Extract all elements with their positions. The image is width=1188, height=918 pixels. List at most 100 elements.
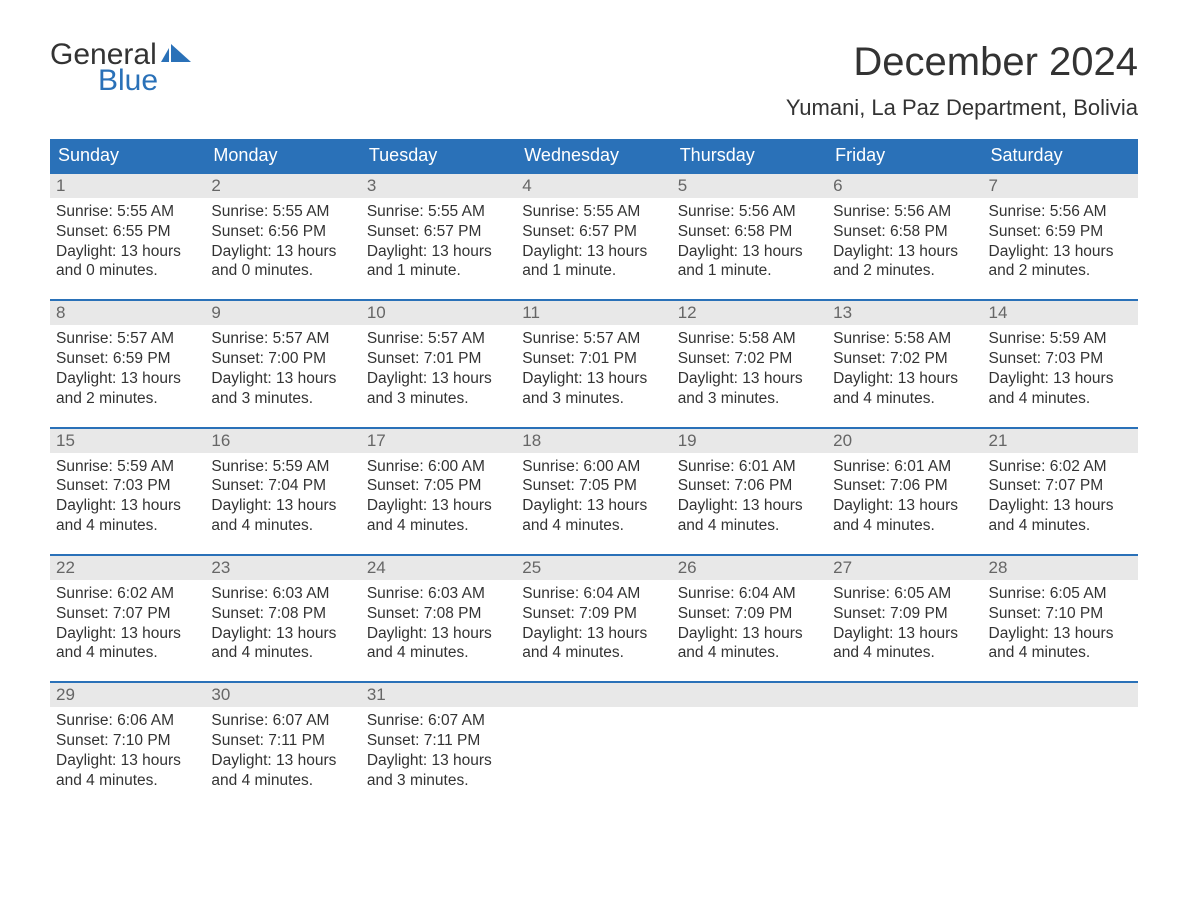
sunrise-line: Sunrise: 5:58 AM [678, 329, 821, 349]
day-number: 11 [516, 301, 671, 325]
sunrise-line: Sunrise: 5:56 AM [833, 202, 976, 222]
daylight-line: Daylight: 13 hours and 3 minutes. [678, 369, 821, 409]
sunrise-line: Sunrise: 5:57 AM [211, 329, 354, 349]
sunset-line: Sunset: 7:10 PM [56, 731, 199, 751]
sunrise-line: Sunrise: 6:06 AM [56, 711, 199, 731]
calendar-day: 23Sunrise: 6:03 AMSunset: 7:08 PMDayligh… [205, 556, 360, 663]
day-number: 13 [827, 301, 982, 325]
calendar-day: 21 Sunrise: 6:02 AMSunset: 7:07 PMDayligh… [983, 429, 1138, 536]
day-number: 10 [361, 301, 516, 325]
daylight-line: Daylight: 13 hours and 4 minutes. [989, 369, 1132, 409]
calendar-day: 2Sunrise: 5:55 AMSunset: 6:56 PMDaylight… [205, 174, 360, 281]
sunset-line: Sunset: 7:07 PM [56, 604, 199, 624]
weekday-header: Wednesday [516, 139, 671, 172]
sunset-line: Sunset: 7:08 PM [367, 604, 510, 624]
day-details: Sunrise: 6:01 AMSunset: 7:06 PMDaylight:… [672, 453, 827, 536]
calendar-day: 30Sunrise: 6:07 AMSunset: 7:11 PMDayligh… [205, 683, 360, 790]
day-number: 26 [672, 556, 827, 580]
day-number: 29 [50, 683, 205, 707]
sunset-line: Sunset: 7:02 PM [833, 349, 976, 369]
weekday-header: Thursday [672, 139, 827, 172]
day-number: 15 [50, 429, 205, 453]
sunrise-line: Sunrise: 6:07 AM [367, 711, 510, 731]
calendar-week: 8Sunrise: 5:57 AMSunset: 6:59 PMDaylight… [50, 299, 1138, 408]
sunset-line: Sunset: 7:11 PM [211, 731, 354, 751]
calendar-day: 20Sunrise: 6:01 AMSunset: 7:06 PMDayligh… [827, 429, 982, 536]
daylight-line: Daylight: 13 hours and 4 minutes. [211, 751, 354, 791]
sunset-line: Sunset: 7:04 PM [211, 476, 354, 496]
day-details: Sunrise: 5:59 AMSunset: 7:04 PMDaylight:… [205, 453, 360, 536]
day-number: 6 [827, 174, 982, 198]
sunset-line: Sunset: 6:56 PM [211, 222, 354, 242]
day-details: Sunrise: 5:55 AMSunset: 6:55 PMDaylight:… [50, 198, 205, 281]
sunrise-line: Sunrise: 5:55 AM [522, 202, 665, 222]
daylight-line: Daylight: 13 hours and 3 minutes. [211, 369, 354, 409]
day-details: Sunrise: 6:07 AMSunset: 7:11 PMDaylight:… [361, 707, 516, 790]
sunset-line: Sunset: 6:58 PM [678, 222, 821, 242]
calendar-day: 31Sunrise: 6:07 AMSunset: 7:11 PMDayligh… [361, 683, 516, 790]
sunrise-line: Sunrise: 6:05 AM [833, 584, 976, 604]
sunset-line: Sunset: 6:59 PM [56, 349, 199, 369]
sunrise-line: Sunrise: 6:05 AM [989, 584, 1132, 604]
sunrise-line: Sunrise: 6:02 AM [56, 584, 199, 604]
sunrise-line: Sunrise: 5:55 AM [211, 202, 354, 222]
sunrise-line: Sunrise: 6:04 AM [678, 584, 821, 604]
day-number: 22 [50, 556, 205, 580]
sunrise-line: Sunrise: 5:55 AM [56, 202, 199, 222]
calendar: SundayMondayTuesdayWednesdayThursdayFrid… [50, 139, 1138, 791]
day-number: 21 [983, 429, 1138, 453]
daylight-line: Daylight: 13 hours and 4 minutes. [56, 624, 199, 664]
daylight-line: Daylight: 13 hours and 2 minutes. [989, 242, 1132, 282]
sunrise-line: Sunrise: 5:56 AM [989, 202, 1132, 222]
day-details: Sunrise: 6:00 AMSunset: 7:05 PMDaylight:… [516, 453, 671, 536]
weekday-header: Monday [205, 139, 360, 172]
sunrise-line: Sunrise: 5:59 AM [56, 457, 199, 477]
day-number: 14 [983, 301, 1138, 325]
sunset-line: Sunset: 6:57 PM [522, 222, 665, 242]
sunrise-line: Sunrise: 5:55 AM [367, 202, 510, 222]
day-details: Sunrise: 5:56 AMSunset: 6:58 PMDaylight:… [672, 198, 827, 281]
calendar-day: 28Sunrise: 6:05 AMSunset: 7:10 PMDayligh… [983, 556, 1138, 663]
daylight-line: Daylight: 13 hours and 4 minutes. [211, 496, 354, 536]
calendar-day: 12Sunrise: 5:58 AMSunset: 7:02 PMDayligh… [672, 301, 827, 408]
day-details: Sunrise: 5:58 AMSunset: 7:02 PMDaylight:… [672, 325, 827, 408]
calendar-day: 26Sunrise: 6:04 AMSunset: 7:09 PMDayligh… [672, 556, 827, 663]
logo-text-blue: Blue [98, 66, 191, 96]
daylight-line: Daylight: 13 hours and 4 minutes. [989, 496, 1132, 536]
day-number: 18 [516, 429, 671, 453]
calendar-day: 25Sunrise: 6:04 AMSunset: 7:09 PMDayligh… [516, 556, 671, 663]
day-details: Sunrise: 6:04 AMSunset: 7:09 PMDaylight:… [516, 580, 671, 663]
sunset-line: Sunset: 6:58 PM [833, 222, 976, 242]
day-number: 1 [50, 174, 205, 198]
day-number: 3 [361, 174, 516, 198]
calendar-day: 1Sunrise: 5:55 AMSunset: 6:55 PMDaylight… [50, 174, 205, 281]
sunrise-line: Sunrise: 6:03 AM [367, 584, 510, 604]
day-details: Sunrise: 5:55 AMSunset: 6:57 PMDaylight:… [361, 198, 516, 281]
daylight-line: Daylight: 13 hours and 1 minute. [522, 242, 665, 282]
weekday-header: Saturday [983, 139, 1138, 172]
weekday-header: Sunday [50, 139, 205, 172]
sunset-line: Sunset: 7:07 PM [989, 476, 1132, 496]
day-details: Sunrise: 5:56 AMSunset: 6:58 PMDaylight:… [827, 198, 982, 281]
day-number: 4 [516, 174, 671, 198]
day-details: Sunrise: 6:02 AMSunset: 7:07 PMDaylight:… [50, 580, 205, 663]
weekday-header: Tuesday [361, 139, 516, 172]
sunset-line: Sunset: 6:59 PM [989, 222, 1132, 242]
daylight-line: Daylight: 13 hours and 4 minutes. [989, 624, 1132, 664]
sunrise-line: Sunrise: 5:59 AM [211, 457, 354, 477]
sunrise-line: Sunrise: 6:07 AM [211, 711, 354, 731]
daylight-line: Daylight: 13 hours and 4 minutes. [211, 624, 354, 664]
sunrise-line: Sunrise: 5:57 AM [56, 329, 199, 349]
day-details: Sunrise: 6:05 AMSunset: 7:10 PMDaylight:… [983, 580, 1138, 663]
sunrise-line: Sunrise: 5:56 AM [678, 202, 821, 222]
sunrise-line: Sunrise: 5:57 AM [367, 329, 510, 349]
daylight-line: Daylight: 13 hours and 3 minutes. [367, 751, 510, 791]
daylight-line: Daylight: 13 hours and 4 minutes. [678, 624, 821, 664]
sunset-line: Sunset: 7:11 PM [367, 731, 510, 751]
sunset-line: Sunset: 7:01 PM [367, 349, 510, 369]
daylight-line: Daylight: 13 hours and 4 minutes. [56, 496, 199, 536]
sunset-line: Sunset: 7:08 PM [211, 604, 354, 624]
calendar-day: 24Sunrise: 6:03 AMSunset: 7:08 PMDayligh… [361, 556, 516, 663]
sunrise-line: Sunrise: 6:02 AM [989, 457, 1132, 477]
sunrise-line: Sunrise: 6:04 AM [522, 584, 665, 604]
